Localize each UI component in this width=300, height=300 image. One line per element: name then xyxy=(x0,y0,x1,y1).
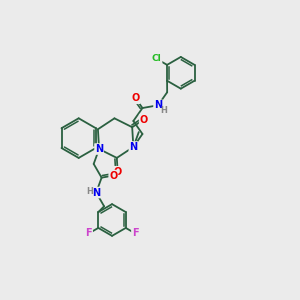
Text: O: O xyxy=(109,171,117,181)
Text: O: O xyxy=(113,167,122,177)
Text: N: N xyxy=(154,100,162,110)
Text: N: N xyxy=(95,144,103,154)
Text: H: H xyxy=(86,187,93,196)
Text: F: F xyxy=(132,228,139,239)
Text: O: O xyxy=(131,93,140,103)
Text: O: O xyxy=(140,115,148,124)
Text: H: H xyxy=(160,106,167,115)
Text: N: N xyxy=(129,142,137,152)
Text: F: F xyxy=(85,228,92,239)
Text: Cl: Cl xyxy=(152,54,162,63)
Text: N: N xyxy=(92,188,100,197)
